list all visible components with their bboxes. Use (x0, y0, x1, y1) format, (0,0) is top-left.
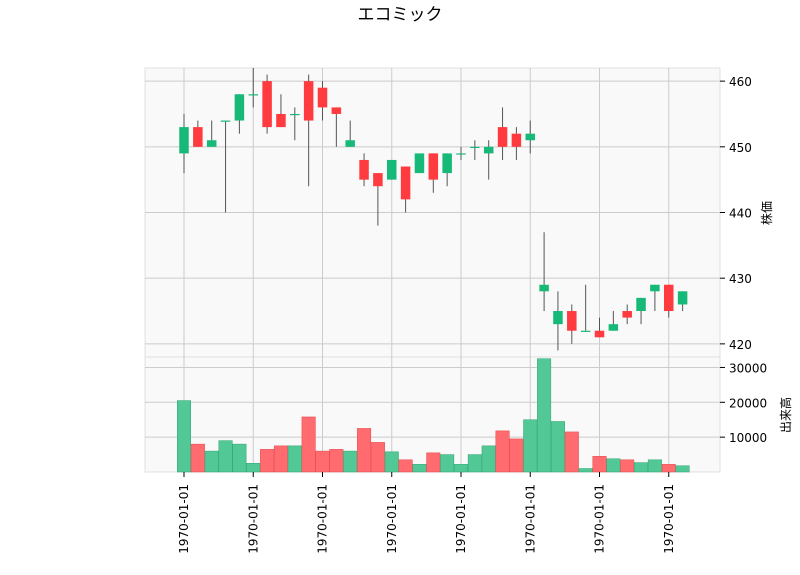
candle-body (470, 146, 480, 149)
volume-bar (370, 442, 385, 473)
candle-body (317, 87, 328, 108)
candles (179, 68, 688, 351)
price-axis-label: 株価 (759, 201, 774, 225)
volume-bar (647, 459, 662, 473)
volume-bar (481, 445, 496, 473)
price-tick-label: 430 (729, 272, 752, 286)
candle-body (428, 153, 439, 180)
volume-bar (301, 416, 316, 473)
volume-bar (273, 445, 288, 473)
x-tick-label: 1970-01-01 (593, 484, 607, 554)
volume-bar (675, 465, 690, 473)
volume-bar (384, 451, 399, 473)
candle-body (580, 330, 591, 332)
candle-body (594, 330, 605, 338)
volume-bar (232, 443, 247, 473)
x-tick-label: 1970-01-01 (316, 484, 330, 554)
candle-body (331, 107, 342, 114)
volume-bar (495, 430, 510, 473)
volume-bar (634, 462, 649, 473)
volume-bar (578, 468, 593, 473)
price-tick-label: 420 (729, 338, 752, 352)
candle-body (525, 133, 535, 141)
candle-body (622, 311, 632, 318)
candle-body (456, 153, 466, 155)
candle-body (234, 94, 245, 121)
volume-bar (440, 454, 455, 473)
volume-bar (606, 458, 621, 473)
candle-body (303, 81, 314, 121)
volume-bar (523, 419, 538, 473)
volume-bar (426, 452, 441, 473)
volume-bar (287, 445, 302, 473)
x-tick-label: 1970-01-01 (454, 484, 468, 554)
candle-body (664, 284, 674, 312)
candle-body (179, 127, 189, 154)
volume-bar (218, 440, 233, 473)
price-tick-label: 460 (729, 75, 752, 89)
volume-bar (398, 459, 413, 473)
volume-bar (509, 438, 524, 473)
volume-bar (620, 459, 635, 473)
candle-body (567, 311, 577, 331)
volume-bar (661, 464, 676, 473)
candle-body (553, 311, 563, 325)
candle-body (387, 159, 397, 180)
candle-body (650, 284, 660, 292)
x-tick-label: 1970-01-01 (246, 484, 260, 554)
candle-body (511, 133, 522, 147)
candle-body (373, 173, 383, 187)
candle-body (497, 127, 508, 147)
volume-bar (357, 428, 372, 473)
candle-body (677, 291, 688, 305)
candle-body (193, 127, 203, 147)
candle-body (345, 140, 355, 147)
volume-bar (592, 456, 607, 473)
candle-body (262, 81, 272, 128)
volume-bar (329, 449, 344, 473)
volume-bar (190, 443, 205, 473)
chart-title: エコミック (357, 5, 443, 25)
price-tick-label: 450 (729, 141, 752, 155)
candle-body (276, 113, 286, 128)
volume-bar (564, 431, 579, 473)
x-tick-label: 1970-01-01 (177, 484, 191, 554)
volume-bar (177, 400, 191, 473)
volume-axis-label: 出来高 (778, 397, 793, 433)
volume-bar (343, 450, 358, 473)
axes: 1970-01-01 1970-01-01 1970-01-01 1970-01-01… (177, 75, 767, 554)
candle-body (636, 297, 646, 312)
candle-body (359, 159, 369, 180)
candle-body (483, 146, 494, 154)
volume-bars (177, 358, 690, 473)
volume-bar (467, 454, 482, 473)
volume-bar (550, 421, 565, 473)
volume-bar (412, 464, 427, 473)
volume-tick-label: 10000 (729, 431, 767, 445)
candle-body (290, 113, 300, 116)
x-tick-label: 1970-01-01 (662, 484, 676, 554)
candle-body (608, 324, 619, 331)
price-tick-label: 440 (729, 207, 752, 221)
volume-bar (315, 450, 330, 473)
volume-bar (246, 463, 261, 473)
volume-bar (454, 464, 468, 473)
volume-tick-label: 20000 (729, 396, 767, 410)
volume-bar (537, 358, 552, 473)
candle-body (539, 284, 549, 292)
candle-body (206, 140, 217, 147)
candle-body (442, 153, 452, 174)
candle-body (248, 94, 258, 96)
volume-bar (204, 450, 219, 473)
volume-tick-label: 30000 (729, 361, 767, 375)
x-tick-label: 1970-01-01 (523, 484, 537, 554)
volume-bar (260, 449, 275, 473)
candle-body (414, 153, 425, 174)
x-tick-label: 1970-01-01 (385, 484, 399, 554)
candle-body (400, 166, 411, 200)
candle-body (220, 120, 231, 122)
